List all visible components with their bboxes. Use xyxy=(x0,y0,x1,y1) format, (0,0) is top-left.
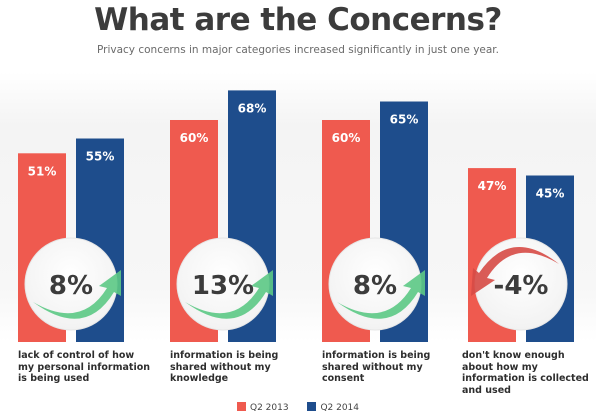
bar-label-2013-4: 47% xyxy=(478,179,507,193)
up-arrow-icon xyxy=(33,270,121,319)
category-label-1: lack of control of how my personal infor… xyxy=(18,350,151,384)
legend-swatch-2014 xyxy=(307,402,317,411)
bar-label-2013-1: 51% xyxy=(28,164,57,178)
category-label-3: information is being shared without my c… xyxy=(322,350,431,384)
down-arrow-icon xyxy=(471,247,559,296)
change-indicator-4: -4% xyxy=(471,237,568,331)
change-value-1: 8% xyxy=(49,271,93,301)
change-value-4: -4% xyxy=(494,271,549,301)
change-value-2: 13% xyxy=(192,271,254,301)
legend-item-2013: Q2 2013 xyxy=(236,402,289,413)
bar-label-2014-3: 65% xyxy=(390,113,419,127)
legend-item-2014: Q2 2014 xyxy=(307,402,359,413)
category-label-2: information is being shared without my k… xyxy=(170,350,279,384)
bar-label-2014-1: 55% xyxy=(86,150,115,164)
legend-label-2013: Q2 2013 xyxy=(249,403,289,413)
change-indicator-1: 8% xyxy=(24,237,121,331)
bar-label-2014-4: 45% xyxy=(536,187,565,201)
legend-label-2014: Q2 2014 xyxy=(320,403,360,413)
bar-label-2013-3: 60% xyxy=(332,131,361,145)
bar-label-2013-2: 60% xyxy=(180,131,209,145)
up-arrow-icon xyxy=(185,270,273,319)
bar-label-2014-2: 68% xyxy=(238,101,267,115)
legend: Q2 2013 Q2 2014 xyxy=(0,402,596,413)
up-arrow-icon xyxy=(337,270,425,319)
chart-title: What are the Concerns? xyxy=(94,2,502,38)
change-indicator-3: 8% xyxy=(328,237,425,331)
change-indicator-2: 13% xyxy=(176,237,273,331)
change-value-3: 8% xyxy=(353,271,397,301)
category-label-4: don't know enough about how my informati… xyxy=(462,350,589,396)
legend-swatch-2013 xyxy=(236,402,246,411)
chart-subtitle: Privacy concerns in major categories inc… xyxy=(96,44,499,56)
